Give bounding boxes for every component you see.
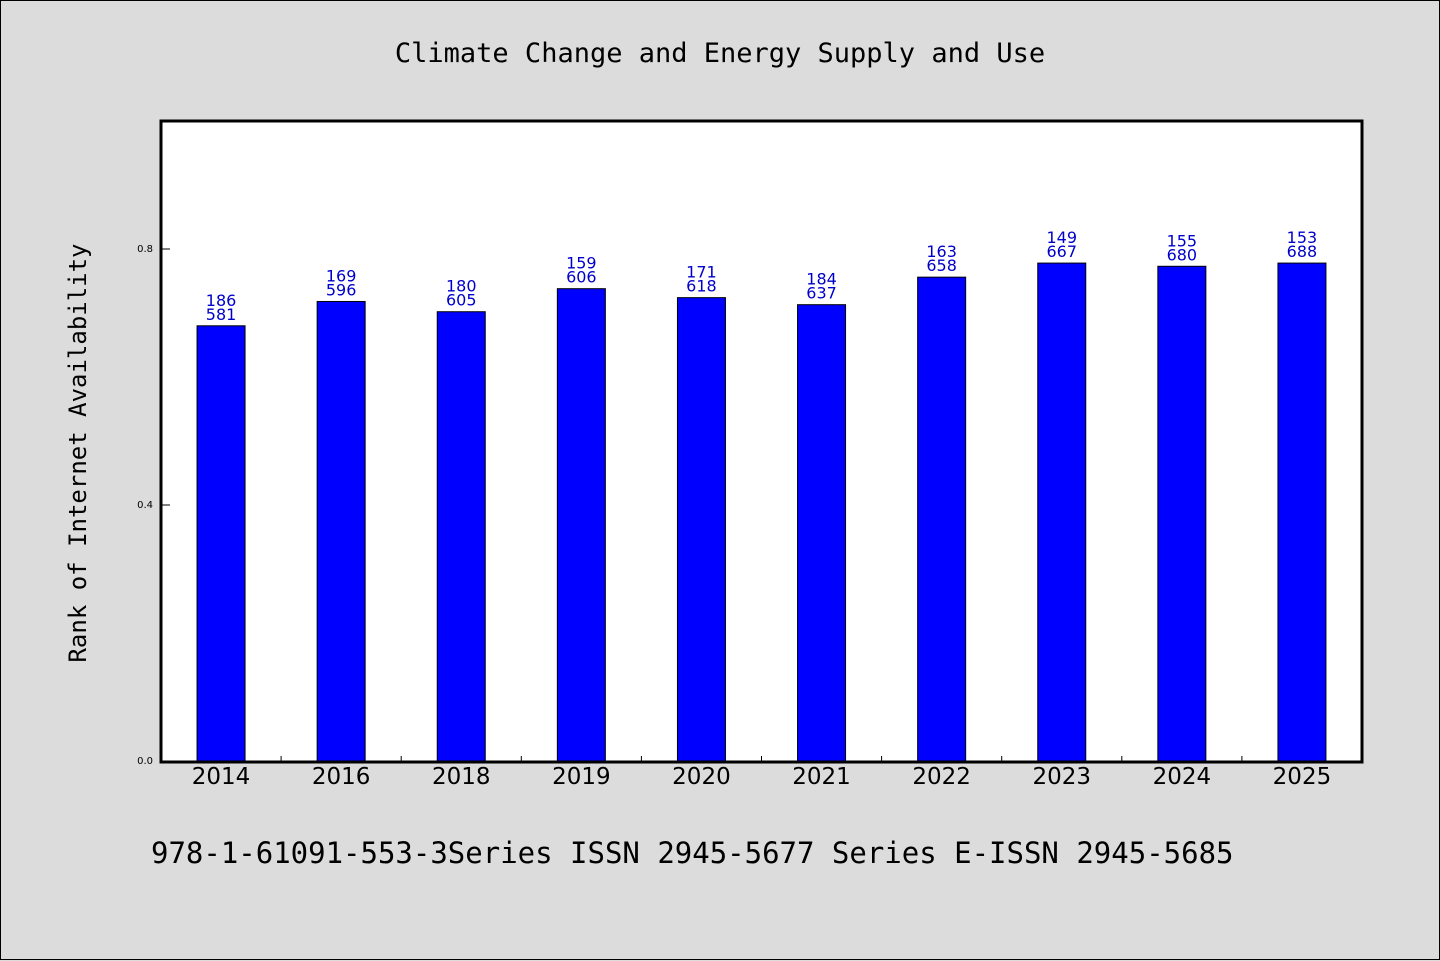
data-label-2021-1: 637	[806, 284, 837, 303]
bar-2024	[1157, 265, 1207, 762]
x-tick-label-2021: 2021	[792, 764, 851, 790]
data-label-2021-0: 184	[806, 270, 837, 289]
bar-2020	[676, 297, 726, 762]
x-axis-ticks: 2014 2016 2018 2019 2020 2021 2022 2023 2024 2025	[192, 756, 1331, 790]
y-axis-label: Rank of Internet Availability	[64, 243, 92, 662]
data-label-2018-1: 605	[446, 291, 477, 310]
data-label-2022-1: 658	[926, 256, 957, 275]
y-tick-label-0.8: 0.8	[137, 244, 153, 255]
data-label-2023-1: 667	[1046, 242, 1077, 261]
data-label-2016-0: 169	[326, 266, 357, 285]
bar-2018	[436, 311, 486, 762]
bar-group	[196, 262, 1327, 762]
chart-title: Climate Change and Energy Supply and Use	[395, 38, 1045, 69]
data-label-2014-1: 581	[206, 305, 237, 324]
x-tick-label-2025: 2025	[1273, 764, 1332, 790]
x-tick-label-2018: 2018	[432, 764, 491, 790]
data-label-2020-0: 171	[686, 263, 717, 282]
bar-2023	[1037, 262, 1087, 762]
data-label-2023-0: 149	[1046, 228, 1077, 247]
bar-2019	[556, 288, 606, 762]
data-label-2016-1: 596	[326, 280, 357, 299]
data-label-2019-0: 159	[566, 254, 597, 273]
bar-2016	[316, 300, 366, 762]
data-label-2019-1: 606	[566, 268, 597, 287]
data-label-2024-0: 155	[1167, 231, 1198, 250]
x-tick-label-2022: 2022	[912, 764, 971, 790]
plot-frame	[159, 119, 1364, 764]
x-tick-label-2024: 2024	[1153, 764, 1212, 790]
x-tick-label-2016: 2016	[312, 764, 371, 790]
data-label-2022-0: 163	[926, 242, 957, 261]
data-label-2024-1: 680	[1167, 245, 1198, 264]
x-tick-label-2023: 2023	[1032, 764, 1091, 790]
data-label-2025-0: 153	[1287, 228, 1318, 247]
bar-2014	[196, 325, 246, 762]
data-label-2020-1: 618	[686, 277, 717, 296]
y-tick-label-0.0: 0.0	[137, 756, 153, 767]
footer-text: 978-1-61091-553-3Series ISSN 2945-5677 S…	[151, 836, 1234, 870]
y-tick-label-0.4: 0.4	[137, 500, 153, 511]
data-label-2018-0: 180	[446, 277, 477, 296]
bar-2022	[917, 276, 967, 762]
bar-2025	[1277, 262, 1327, 762]
data-label-2014-0: 186	[206, 291, 237, 310]
x-tick-label-2020: 2020	[672, 764, 731, 790]
data-label-2025-1: 688	[1287, 242, 1318, 261]
bar-2021	[797, 304, 847, 762]
x-tick-label-2019: 2019	[552, 764, 611, 790]
x-tick-label-2014: 2014	[192, 764, 251, 790]
